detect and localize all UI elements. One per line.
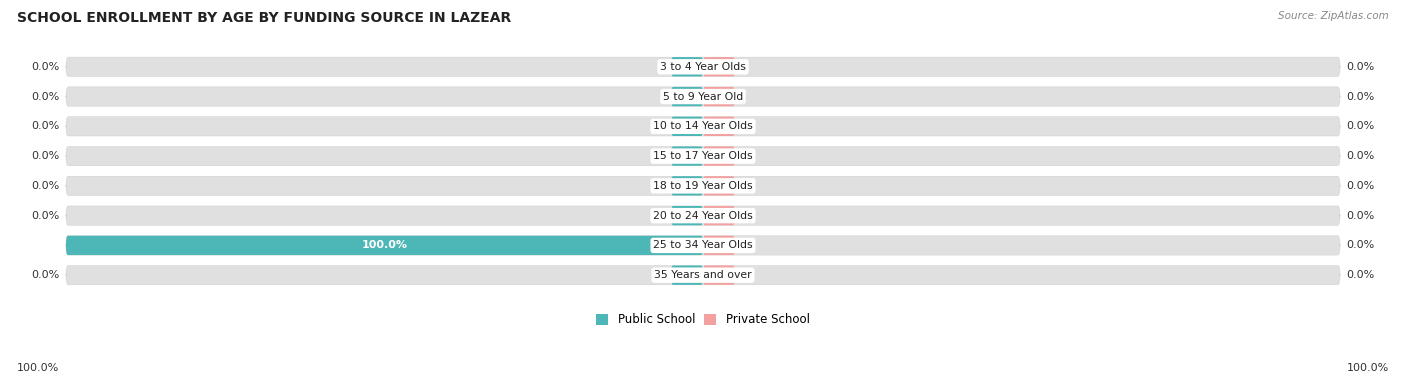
Text: SCHOOL ENROLLMENT BY AGE BY FUNDING SOURCE IN LAZEAR: SCHOOL ENROLLMENT BY AGE BY FUNDING SOUR… [17, 11, 512, 25]
Text: 0.0%: 0.0% [31, 151, 59, 161]
Text: 5 to 9 Year Old: 5 to 9 Year Old [662, 92, 744, 101]
Text: 0.0%: 0.0% [1347, 211, 1375, 221]
FancyBboxPatch shape [66, 146, 1340, 166]
FancyBboxPatch shape [66, 236, 1340, 255]
Text: 0.0%: 0.0% [1347, 121, 1375, 131]
Text: 0.0%: 0.0% [1347, 270, 1375, 280]
Legend: Public School, Private School: Public School, Private School [592, 309, 814, 331]
FancyBboxPatch shape [671, 206, 703, 225]
FancyBboxPatch shape [66, 265, 1340, 285]
Text: 0.0%: 0.0% [1347, 62, 1375, 72]
FancyBboxPatch shape [671, 116, 703, 136]
FancyBboxPatch shape [671, 176, 703, 196]
FancyBboxPatch shape [66, 57, 1340, 77]
Text: 20 to 24 Year Olds: 20 to 24 Year Olds [654, 211, 752, 221]
Text: 0.0%: 0.0% [1347, 92, 1375, 101]
FancyBboxPatch shape [671, 265, 703, 285]
FancyBboxPatch shape [66, 176, 1340, 196]
Text: 100.0%: 100.0% [17, 363, 59, 373]
FancyBboxPatch shape [703, 146, 735, 166]
FancyBboxPatch shape [703, 87, 735, 106]
Text: 35 Years and over: 35 Years and over [654, 270, 752, 280]
FancyBboxPatch shape [703, 265, 735, 285]
FancyBboxPatch shape [66, 116, 1340, 136]
Text: 0.0%: 0.0% [1347, 151, 1375, 161]
Text: 15 to 17 Year Olds: 15 to 17 Year Olds [654, 151, 752, 161]
Text: Source: ZipAtlas.com: Source: ZipAtlas.com [1278, 11, 1389, 21]
Text: 0.0%: 0.0% [31, 211, 59, 221]
Text: 0.0%: 0.0% [31, 270, 59, 280]
Text: 10 to 14 Year Olds: 10 to 14 Year Olds [654, 121, 752, 131]
Text: 100.0%: 100.0% [361, 241, 408, 250]
FancyBboxPatch shape [703, 116, 735, 136]
FancyBboxPatch shape [671, 57, 703, 77]
Text: 0.0%: 0.0% [1347, 181, 1375, 191]
Text: 0.0%: 0.0% [31, 181, 59, 191]
FancyBboxPatch shape [66, 87, 1340, 106]
Text: 100.0%: 100.0% [1347, 363, 1389, 373]
FancyBboxPatch shape [703, 236, 735, 255]
FancyBboxPatch shape [671, 146, 703, 166]
Text: 3 to 4 Year Olds: 3 to 4 Year Olds [659, 62, 747, 72]
FancyBboxPatch shape [703, 176, 735, 196]
Text: 25 to 34 Year Olds: 25 to 34 Year Olds [654, 241, 752, 250]
Text: 0.0%: 0.0% [31, 62, 59, 72]
FancyBboxPatch shape [703, 206, 735, 225]
FancyBboxPatch shape [66, 236, 703, 255]
Text: 0.0%: 0.0% [31, 121, 59, 131]
Text: 0.0%: 0.0% [1347, 241, 1375, 250]
FancyBboxPatch shape [703, 57, 735, 77]
FancyBboxPatch shape [66, 206, 1340, 225]
Text: 18 to 19 Year Olds: 18 to 19 Year Olds [654, 181, 752, 191]
FancyBboxPatch shape [671, 87, 703, 106]
Text: 0.0%: 0.0% [31, 92, 59, 101]
